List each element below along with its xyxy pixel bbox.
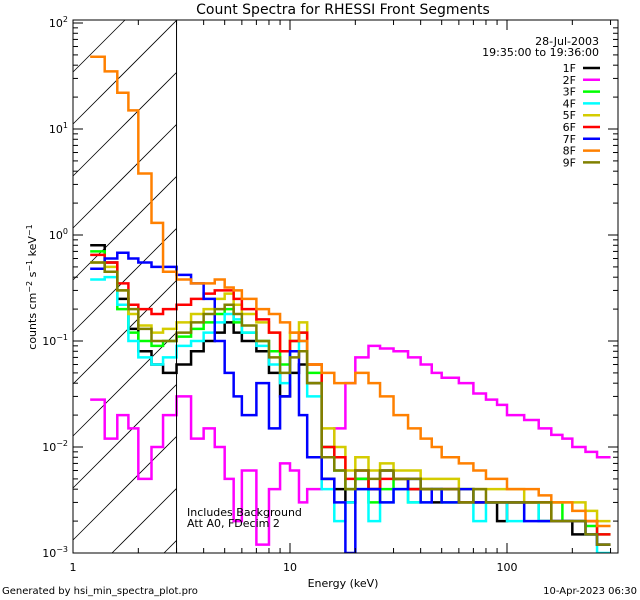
footer-timestamp: 10-Apr-2023 06:30 xyxy=(543,586,637,597)
x-tick-label: 1 xyxy=(70,561,77,574)
legend-date: 28-Jul-2003 xyxy=(535,35,599,48)
y-tick-label: 102 xyxy=(49,15,68,30)
hatch-line xyxy=(72,124,177,229)
x-axis-label: Energy (keV) xyxy=(308,577,379,590)
legend-label-2F: 2F xyxy=(563,74,576,87)
series-7F xyxy=(90,251,611,553)
legend: 28-Jul-2003 19:35:00 to 19:36:00 1F2F3F4… xyxy=(482,35,600,169)
legend-time-range: 19:35:00 to 19:36:00 xyxy=(482,46,599,59)
hatch-line xyxy=(72,436,177,541)
legend-label-1F: 1F xyxy=(563,62,576,75)
chart-title: Count Spectra for RHESSI Front Segments xyxy=(196,2,490,18)
legend-label-9F: 9F xyxy=(563,156,576,169)
legend-label-8F: 8F xyxy=(563,145,576,158)
hatch-line xyxy=(72,20,177,125)
y-axis-label: counts cm−2 s−1 keV−1 xyxy=(25,224,39,349)
plot-frame xyxy=(72,19,619,554)
series-8F xyxy=(90,55,611,528)
series-5F xyxy=(90,261,611,523)
hatch-line xyxy=(72,176,177,281)
legend-label-7F: 7F xyxy=(563,133,576,146)
legend-label-5F: 5F xyxy=(563,109,576,122)
excluded-region-hatch xyxy=(72,19,177,554)
series-6F xyxy=(90,253,611,536)
y-tick-label: 10−3 xyxy=(42,545,68,560)
series-2F xyxy=(90,344,611,546)
y-tick-label: 101 xyxy=(49,121,68,136)
y-tick-label: 10−2 xyxy=(42,439,68,454)
hatch-line xyxy=(72,19,126,73)
legend-label-4F: 4F xyxy=(563,97,576,110)
hatch-line xyxy=(111,488,177,554)
y-tick-label: 100 xyxy=(49,227,68,242)
hatch-line xyxy=(72,228,177,333)
hatch-line xyxy=(72,384,177,489)
hatch-line xyxy=(72,332,177,437)
footer-generated-by: Generated by hsi_min_spectra_plot.pro xyxy=(2,586,198,597)
hatch-line xyxy=(163,540,177,554)
legend-label-3F: 3F xyxy=(563,86,576,99)
x-tick-label: 10 xyxy=(283,561,297,574)
legend-label-6F: 6F xyxy=(563,121,576,134)
hatch-line xyxy=(72,72,177,177)
series-1F xyxy=(90,244,611,546)
hatch-line xyxy=(72,280,177,385)
x-tick-label: 100 xyxy=(497,561,518,574)
annotation-background: Includes Background xyxy=(187,506,302,519)
y-tick-label: 10−1 xyxy=(42,333,68,348)
annotation-attenuator: Att A0, FDecim 2 xyxy=(187,517,280,530)
